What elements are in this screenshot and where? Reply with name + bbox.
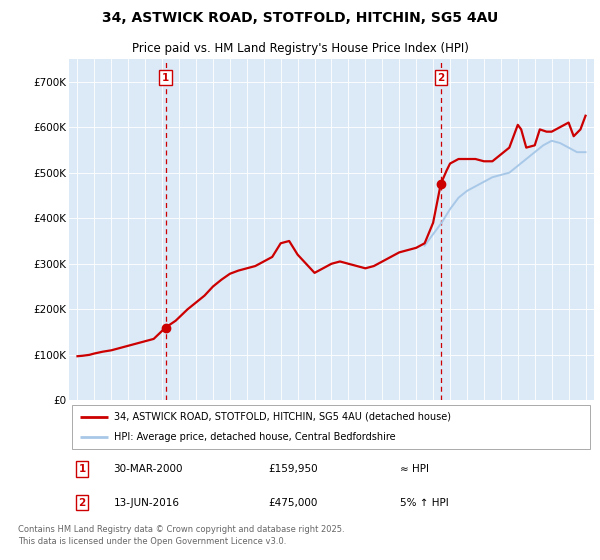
Text: 2: 2 bbox=[79, 498, 86, 507]
Text: 30-MAR-2000: 30-MAR-2000 bbox=[113, 464, 183, 474]
Text: 34, ASTWICK ROAD, STOTFOLD, HITCHIN, SG5 4AU: 34, ASTWICK ROAD, STOTFOLD, HITCHIN, SG5… bbox=[102, 11, 498, 25]
Text: £475,000: £475,000 bbox=[269, 498, 318, 507]
Text: 13-JUN-2016: 13-JUN-2016 bbox=[113, 498, 179, 507]
Text: HPI: Average price, detached house, Central Bedfordshire: HPI: Average price, detached house, Cent… bbox=[113, 432, 395, 442]
Text: ≈ HPI: ≈ HPI bbox=[400, 464, 429, 474]
Text: 34, ASTWICK ROAD, STOTFOLD, HITCHIN, SG5 4AU (detached house): 34, ASTWICK ROAD, STOTFOLD, HITCHIN, SG5… bbox=[113, 412, 451, 422]
Text: 5% ↑ HPI: 5% ↑ HPI bbox=[400, 498, 449, 507]
Text: Price paid vs. HM Land Registry's House Price Index (HPI): Price paid vs. HM Land Registry's House … bbox=[131, 42, 469, 55]
Text: Contains HM Land Registry data © Crown copyright and database right 2025.
This d: Contains HM Land Registry data © Crown c… bbox=[18, 525, 344, 546]
Text: 1: 1 bbox=[162, 73, 169, 82]
Text: £159,950: £159,950 bbox=[269, 464, 318, 474]
FancyBboxPatch shape bbox=[71, 405, 590, 449]
Text: 2: 2 bbox=[437, 73, 445, 82]
Text: 1: 1 bbox=[79, 464, 86, 474]
